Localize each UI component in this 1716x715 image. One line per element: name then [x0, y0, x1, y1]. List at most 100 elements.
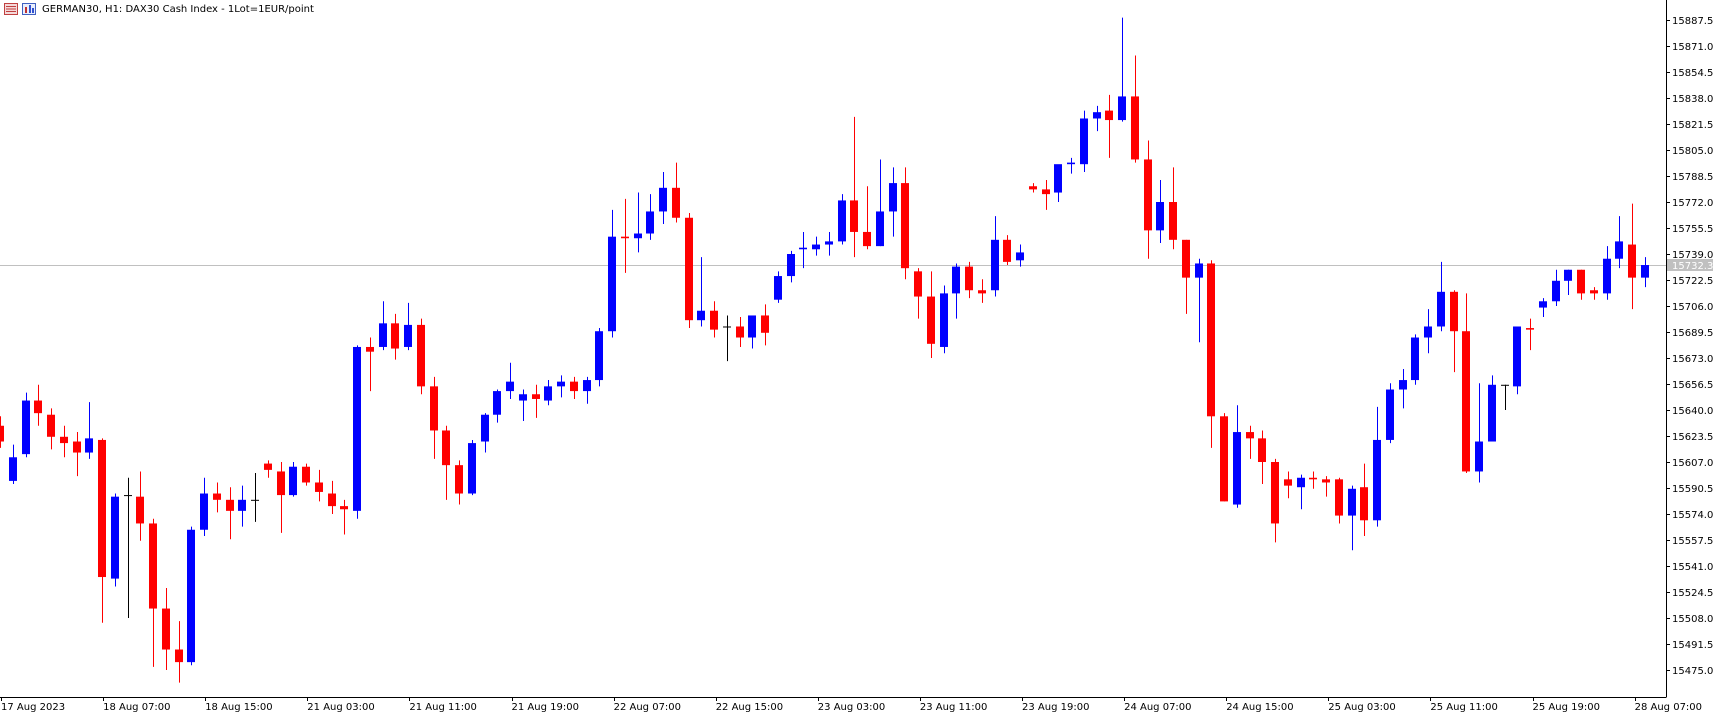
candle-body[interactable] [1615, 241, 1623, 259]
candle-body[interactable] [493, 391, 501, 415]
candle-body[interactable] [595, 331, 603, 381]
candle-body[interactable] [825, 241, 833, 245]
candle-body[interactable] [136, 496, 144, 524]
candle-body[interactable] [812, 244, 820, 250]
candle-body[interactable] [353, 346, 361, 511]
candle-body[interactable] [1348, 488, 1356, 516]
candle-body[interactable] [1552, 280, 1560, 302]
candle-body[interactable] [1246, 432, 1254, 439]
candle-body[interactable] [1526, 328, 1534, 330]
candle-body[interactable] [277, 471, 285, 496]
candle-body[interactable] [111, 496, 119, 579]
candle-body[interactable] [1399, 380, 1407, 390]
candle-body[interactable] [149, 523, 157, 609]
candle-body[interactable] [442, 430, 450, 466]
candle-body[interactable] [1603, 258, 1611, 294]
candle-body[interactable] [1450, 291, 1458, 332]
candle-body[interactable] [940, 293, 948, 347]
candle-body[interactable] [659, 187, 667, 212]
candle-body[interactable] [85, 438, 93, 453]
candle-body[interactable] [1284, 479, 1292, 486]
candle-body[interactable] [1488, 384, 1496, 442]
candle-body[interactable] [914, 271, 922, 297]
candle-body[interactable] [1373, 439, 1381, 521]
candle-body[interactable] [468, 443, 476, 494]
candle-body[interactable] [532, 394, 540, 399]
candle-body[interactable] [608, 236, 616, 332]
candle-body[interactable] [646, 211, 654, 234]
candle-body[interactable] [978, 290, 986, 294]
candle-body[interactable] [1590, 290, 1598, 294]
candle-body[interactable] [162, 608, 170, 650]
candle-body[interactable] [1437, 291, 1445, 327]
trade-list-icon[interactable] [4, 3, 18, 15]
candle-body[interactable] [1207, 263, 1215, 417]
candle-body[interactable] [226, 499, 234, 511]
chart-bars-icon[interactable] [22, 3, 36, 15]
candle-body[interactable] [723, 326, 731, 328]
candle-body[interactable] [417, 324, 425, 387]
candle-body[interactable] [1258, 438, 1266, 462]
candle-body[interactable] [634, 233, 642, 239]
candle-body[interactable] [1067, 162, 1075, 165]
candle-body[interactable] [876, 211, 884, 247]
candle-body[interactable] [850, 200, 858, 232]
candle-body[interactable] [1233, 432, 1241, 505]
candle-body[interactable] [1054, 164, 1062, 193]
candle-body[interactable] [570, 381, 578, 392]
candle-body[interactable] [863, 231, 871, 247]
candle-body[interactable] [901, 183, 909, 269]
candle-body[interactable] [1309, 477, 1317, 480]
candle-body[interactable] [1016, 252, 1024, 261]
candle-body[interactable] [1360, 487, 1368, 521]
candle-body[interactable] [251, 499, 259, 501]
candle-body[interactable] [1297, 477, 1305, 488]
candle-body[interactable] [1105, 110, 1113, 121]
candle-body[interactable] [1093, 112, 1101, 119]
candle-body[interactable] [838, 200, 846, 242]
candle-body[interactable] [1144, 159, 1152, 231]
candle-body[interactable] [927, 296, 935, 344]
candle-body[interactable] [98, 439, 106, 578]
candle-body[interactable] [455, 465, 463, 494]
candle-body[interactable] [302, 466, 310, 483]
candle-body[interactable] [583, 380, 591, 392]
candle-body[interactable] [1386, 389, 1394, 440]
candle-body[interactable] [621, 236, 629, 239]
candle-body[interactable] [9, 457, 17, 481]
candle-body[interactable] [787, 254, 795, 277]
candle-body[interactable] [0, 425, 4, 442]
candle-body[interactable] [1118, 96, 1126, 121]
candle-body[interactable] [952, 266, 960, 294]
candle-body[interactable] [1029, 186, 1037, 190]
candle-body[interactable] [761, 315, 769, 333]
candle-body[interactable] [1322, 479, 1330, 483]
candle-body[interactable] [557, 381, 565, 387]
candle-body[interactable] [1539, 301, 1547, 308]
candle-body[interactable] [1080, 118, 1088, 165]
candle-body[interactable] [391, 323, 399, 349]
candle-body[interactable] [1501, 384, 1509, 386]
candle-body[interactable] [519, 394, 527, 401]
candle-body[interactable] [481, 414, 489, 442]
candle-body[interactable] [685, 217, 693, 321]
candle-body[interactable] [1156, 202, 1164, 231]
candle-body[interactable] [340, 506, 348, 510]
candle-body[interactable] [1641, 265, 1649, 278]
candle-body[interactable] [506, 381, 514, 392]
candle-body[interactable] [1042, 189, 1050, 195]
candle-body[interactable] [672, 187, 680, 218]
candle-body[interactable] [774, 276, 782, 300]
candle-body[interactable] [1131, 96, 1139, 160]
candle-body[interactable] [60, 436, 68, 444]
candle-body[interactable] [289, 466, 297, 496]
candle-body[interactable] [1220, 416, 1228, 502]
candle-body[interactable] [200, 493, 208, 530]
candle-body[interactable] [544, 386, 552, 401]
candle-body[interactable] [175, 649, 183, 663]
candle-body[interactable] [1577, 269, 1585, 294]
candle-body[interactable] [1195, 263, 1203, 278]
candle-body[interactable] [1628, 244, 1636, 278]
